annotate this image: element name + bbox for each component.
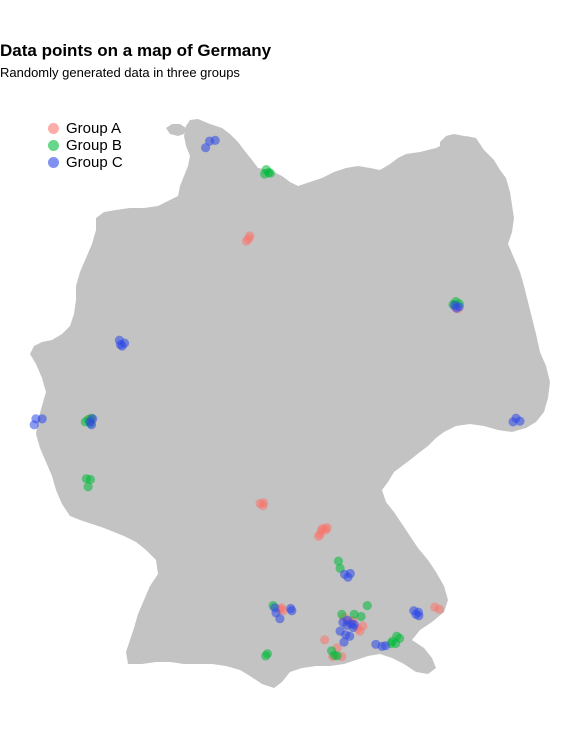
data-point-group-a	[313, 531, 324, 541]
data-point-group-c	[338, 617, 348, 628]
data-points-layer	[29, 135, 525, 662]
group-b-dot-icon	[48, 140, 59, 151]
data-point-group-b	[85, 474, 95, 485]
data-point-group-c	[29, 420, 39, 430]
germany-landmass	[30, 119, 550, 688]
legend-label: Group A	[66, 120, 122, 137]
group-c-dot-icon	[48, 157, 59, 168]
data-point-group-c	[451, 303, 461, 313]
data-point-group-b	[264, 167, 274, 178]
data-point-group-b	[356, 611, 366, 622]
data-point-group-b	[337, 609, 347, 620]
data-point-group-c	[508, 417, 518, 427]
data-point-group-c	[339, 637, 349, 647]
data-point-group-b	[261, 651, 271, 661]
legend-label: Group C	[66, 154, 123, 171]
data-point-group-c	[380, 641, 391, 651]
data-point-group-c	[115, 340, 126, 350]
page-title: Data points on a map of Germany	[0, 41, 272, 60]
data-point-group-c	[201, 143, 211, 153]
legend: Group A Group B Group C	[44, 120, 123, 171]
data-point-group-b	[83, 482, 93, 492]
data-point-group-b	[333, 556, 343, 566]
legend-item-group-a: Group A	[44, 120, 123, 137]
data-point-group-c	[345, 631, 355, 641]
data-point-group-c	[275, 614, 285, 624]
data-point-group-c	[414, 611, 424, 621]
data-point-group-a	[245, 231, 255, 241]
data-point-group-a	[258, 501, 268, 511]
data-point-group-a	[320, 635, 330, 645]
data-point-group-c	[343, 572, 353, 582]
data-point-group-a	[321, 525, 331, 535]
data-point-group-c	[37, 414, 47, 424]
group-a-dot-icon	[48, 123, 59, 134]
data-point-group-b	[332, 651, 342, 661]
legend-item-group-c: Group C	[44, 154, 123, 171]
legend-item-group-b: Group B	[44, 137, 123, 154]
data-point-group-b	[362, 601, 372, 611]
data-point-group-b	[349, 609, 359, 620]
data-point-group-c	[86, 420, 97, 430]
data-point-group-a	[434, 604, 444, 614]
legend-label: Group B	[66, 137, 122, 154]
data-point-group-c	[287, 606, 297, 616]
data-point-group-c	[210, 135, 220, 145]
page-subtitle: Randomly generated data in three groups	[0, 65, 240, 80]
data-point-group-c	[515, 416, 525, 426]
